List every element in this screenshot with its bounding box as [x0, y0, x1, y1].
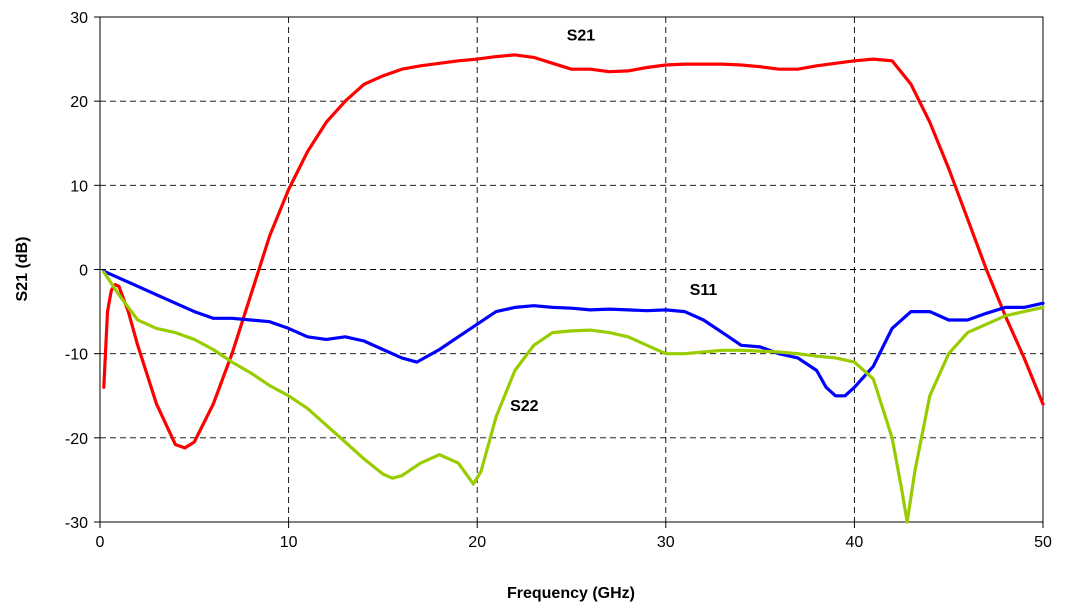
series-lines — [102, 53, 1045, 524]
x-tick-label: 0 — [96, 534, 105, 551]
series-label-s21: S21 — [567, 28, 596, 45]
series-line-s21 — [102, 53, 1045, 450]
series-label-s11: S11 — [690, 282, 718, 299]
x-tick-label: 50 — [1034, 534, 1052, 551]
y-tick-label: 10 — [70, 178, 88, 195]
y-axis-title: S21 (dB) — [14, 237, 31, 302]
y-axis-ticks: -30 -20 -10 0 10 20 30 — [65, 10, 100, 532]
y-tick-label: -30 — [65, 515, 88, 532]
x-tick-label: 30 — [657, 534, 675, 551]
x-tick-label: 40 — [846, 534, 864, 551]
y-tick-label: 0 — [79, 263, 88, 280]
x-axis-ticks: 0 10 20 30 40 50 — [96, 522, 1052, 551]
x-tick-label: 10 — [280, 534, 298, 551]
y-tick-label: 20 — [70, 94, 88, 111]
series-line-s11 — [102, 269, 1045, 398]
series-annotations: S21 S11 S22 — [510, 28, 717, 415]
grid-lines — [100, 17, 1043, 522]
y-tick-label: -10 — [65, 347, 88, 364]
y-tick-label: 30 — [70, 10, 88, 27]
series-line-s22 — [102, 270, 1045, 524]
x-tick-label: 20 — [468, 534, 486, 551]
x-axis-title: Frequency (GHz) — [507, 585, 635, 602]
series-label-s22: S22 — [510, 398, 539, 415]
y-tick-label: -20 — [65, 431, 88, 448]
